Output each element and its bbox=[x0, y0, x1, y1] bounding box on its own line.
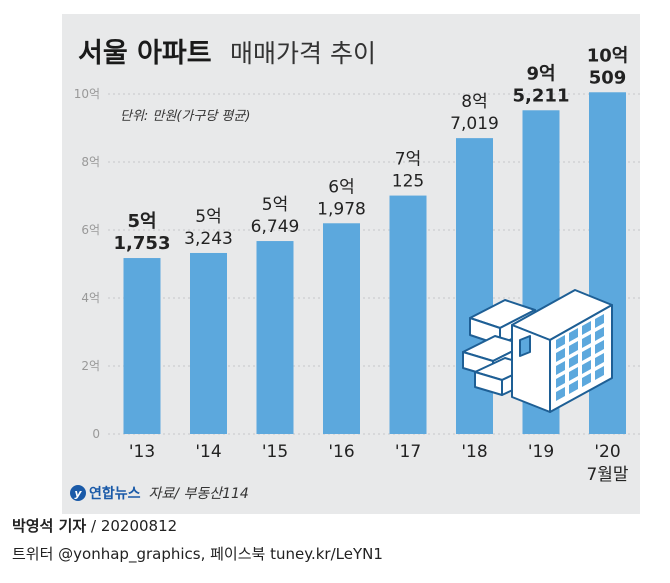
data-label-eok: 8억 bbox=[461, 92, 487, 112]
yonhap-logo: y 연합뉴스 bbox=[70, 483, 141, 503]
x-tick-label: '20 bbox=[594, 442, 620, 462]
logo-text: 연합뉴스 bbox=[89, 486, 141, 502]
social-links: 트위터 @yonhap_graphics, 페이스북 tuney.kr/LeYN… bbox=[12, 545, 383, 563]
y-tick-label: 6억 bbox=[81, 223, 100, 237]
x-tick-label: '13 bbox=[129, 442, 155, 462]
bar bbox=[323, 223, 360, 434]
building-window bbox=[569, 380, 578, 394]
data-label-eok: 10억 bbox=[587, 45, 629, 66]
data-label-manwon: 125 bbox=[392, 172, 424, 192]
data-label-manwon: 5,211 bbox=[513, 85, 570, 106]
building-window bbox=[595, 366, 604, 380]
building-window bbox=[582, 334, 591, 348]
data-label-manwon: 7,019 bbox=[450, 114, 499, 134]
building-window bbox=[556, 374, 565, 388]
building-window bbox=[569, 328, 578, 342]
credit-line: 박영석 기자 / 20200812 bbox=[12, 515, 177, 536]
publish-date: / 20200812 bbox=[91, 517, 178, 535]
building-window bbox=[556, 361, 565, 375]
x-tick-sublabel: 7월말 bbox=[586, 465, 628, 485]
unit-note: 단위: 만원(가구당 평균) bbox=[120, 109, 250, 124]
data-label-eok: 5억 bbox=[127, 211, 156, 232]
data-label-eok: 5억 bbox=[262, 195, 288, 215]
x-tick-label: '18 bbox=[461, 442, 487, 462]
author-name: 박영석 기자 bbox=[12, 517, 87, 535]
building-window bbox=[556, 335, 565, 349]
data-label-manwon: 509 bbox=[589, 67, 627, 88]
building-window bbox=[582, 360, 591, 374]
building-window bbox=[595, 314, 604, 328]
data-label-eok: 5억 bbox=[195, 207, 221, 227]
y-tick-label: 4억 bbox=[81, 291, 100, 305]
data-source: 자료/ 부동산114 bbox=[148, 486, 249, 502]
chart-title-light: 매매가격 추이 bbox=[230, 39, 376, 68]
x-tick-label: '14 bbox=[195, 442, 221, 462]
data-label-manwon: 1,753 bbox=[114, 233, 171, 254]
building-window bbox=[556, 348, 565, 362]
yonhap-logo-icon: y bbox=[70, 485, 86, 501]
building-window bbox=[595, 353, 604, 367]
y-tick-label: 8억 bbox=[81, 155, 100, 169]
data-label-eok: 9억 bbox=[526, 63, 555, 84]
building-window bbox=[569, 367, 578, 381]
building-window bbox=[569, 341, 578, 355]
x-tick-label: '16 bbox=[328, 442, 354, 462]
y-tick-label: 0 bbox=[92, 427, 100, 441]
y-tick-label: 10억 bbox=[74, 87, 100, 101]
bar bbox=[190, 252, 227, 434]
building-window bbox=[569, 354, 578, 368]
building-window bbox=[556, 387, 565, 401]
building-window bbox=[582, 321, 591, 335]
data-label-manwon: 6,749 bbox=[251, 217, 300, 237]
building-window bbox=[582, 373, 591, 387]
source-row: y 연합뉴스 자료/ 부동산114 bbox=[70, 483, 249, 503]
apartment-building-illustration bbox=[462, 289, 613, 413]
bar bbox=[123, 258, 161, 434]
data-label-eok: 6억 bbox=[328, 177, 354, 197]
data-label-manwon: 3,243 bbox=[184, 229, 233, 249]
chart-title-bold: 서울 아파트 bbox=[78, 38, 212, 69]
building-window bbox=[595, 327, 604, 341]
bar bbox=[389, 195, 427, 434]
data-label-manwon: 1,978 bbox=[317, 199, 366, 219]
building-window bbox=[582, 347, 591, 361]
x-tick-label: '19 bbox=[528, 442, 554, 462]
bar bbox=[256, 241, 294, 434]
y-tick-label: 2억 bbox=[81, 359, 100, 373]
data-label-eok: 7억 bbox=[395, 150, 421, 170]
building-window bbox=[595, 340, 604, 354]
x-tick-label: '15 bbox=[262, 442, 288, 462]
x-tick-label: '17 bbox=[395, 442, 421, 462]
